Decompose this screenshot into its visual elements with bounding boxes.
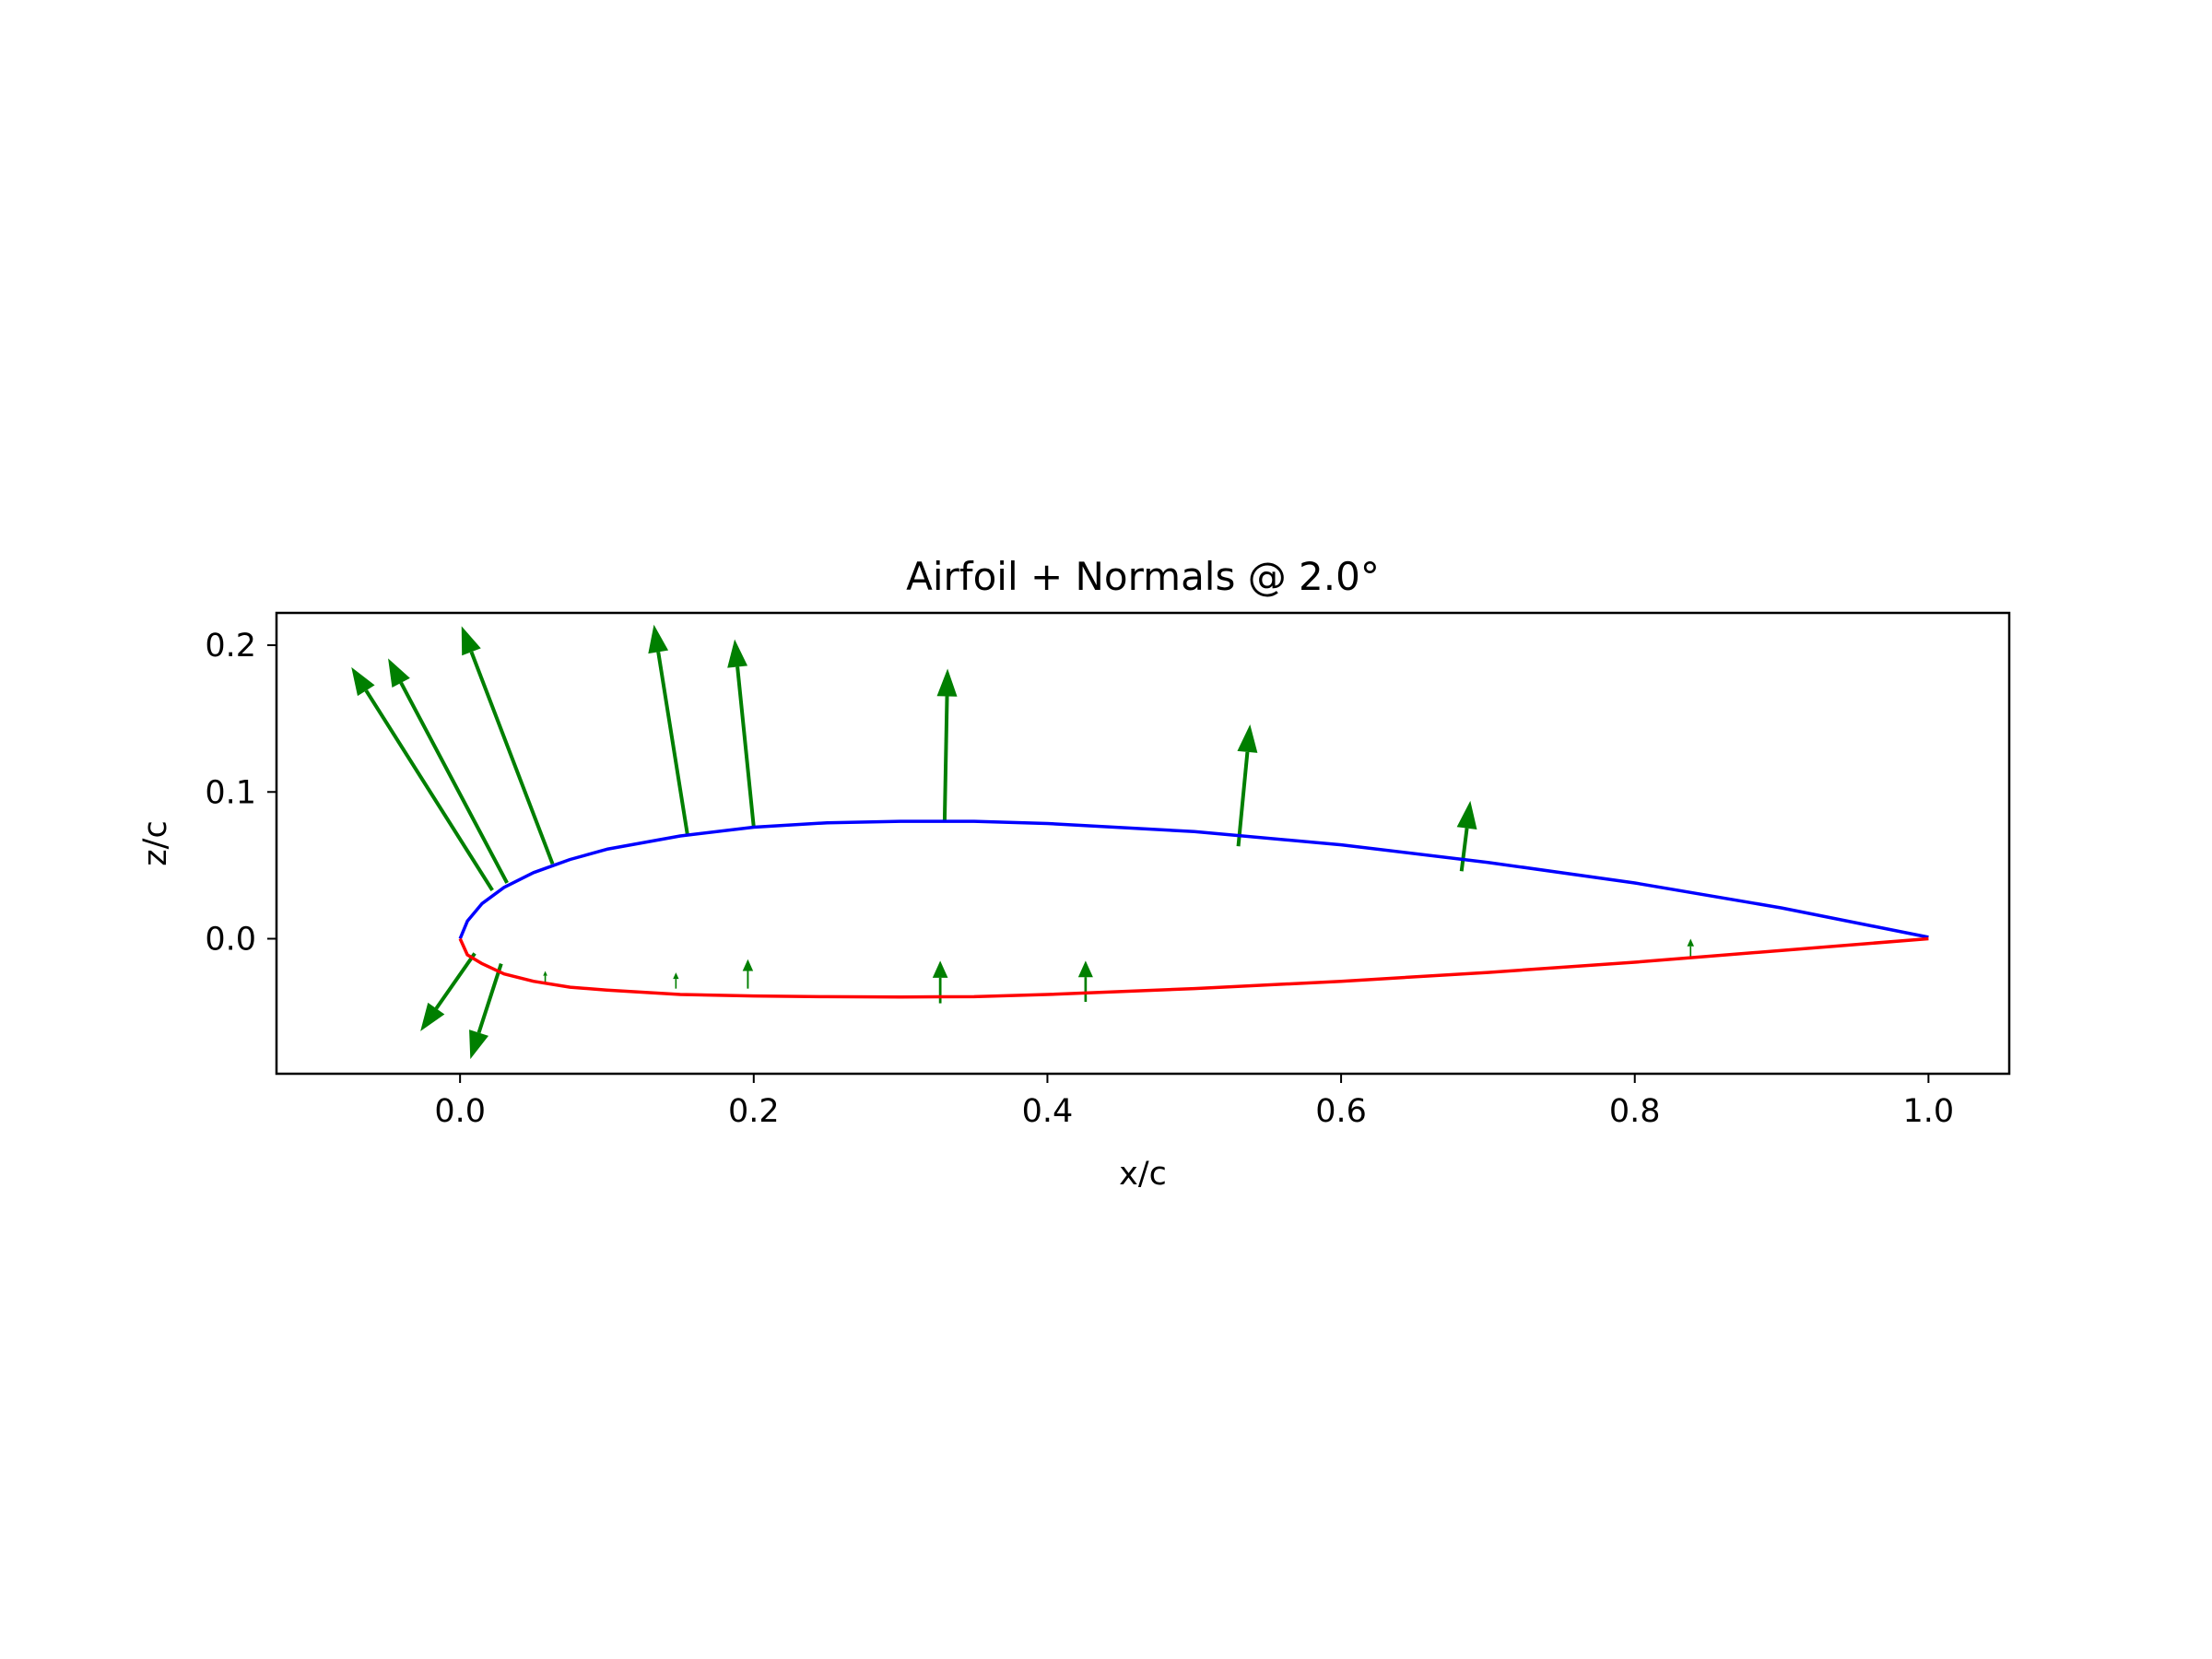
normal-arrow [1456, 800, 1477, 872]
plot-frame [275, 611, 2011, 1076]
x-tick-label: 0.6 [1315, 1093, 1367, 1130]
normal-arrow [742, 959, 754, 989]
normal-arrow-shaft [942, 696, 949, 822]
normal-arrow-head [1687, 938, 1694, 947]
normal-arrow [727, 639, 756, 828]
normal-arrow-shaft [477, 962, 503, 1034]
normal-arrow-head [673, 972, 679, 980]
y-tick-label: 0.0 [205, 922, 256, 959]
normal-arrow-head [469, 1030, 488, 1060]
chart-title: Airfoil + Normals @ 2.0° [906, 554, 1380, 599]
normal-arrow-head [742, 959, 754, 971]
normals-layer [351, 624, 1694, 1060]
normal-arrow-head [1237, 724, 1258, 753]
normal-arrow-head [420, 1002, 445, 1031]
x-tick-label: 0.2 [728, 1093, 780, 1130]
normal-arrow-head [727, 639, 748, 668]
upper-surface-line [458, 819, 1929, 940]
normal-arrow [648, 624, 690, 837]
normal-arrow [1077, 960, 1093, 1002]
normal-arrow-shaft [399, 681, 509, 884]
normal-arrow [351, 666, 494, 892]
normal-arrow-head [1077, 960, 1093, 978]
x-axis-label: x/c [1119, 1156, 1167, 1193]
normal-arrow-head [351, 666, 375, 697]
y-tick-label: 0.2 [205, 628, 256, 665]
y-axis-label: z/c [137, 820, 174, 865]
normal-arrow-head [932, 960, 948, 978]
x-axis-ticks: 0.0 0.2 0.4 0.6 0.8 1.0 [434, 1074, 1954, 1130]
x-tick-label: 0.4 [1022, 1093, 1074, 1130]
normal-arrow [1236, 724, 1258, 847]
x-tick-label: 0.0 [434, 1093, 486, 1130]
normal-arrow [543, 971, 547, 983]
x-tick-label: 0.8 [1609, 1093, 1661, 1130]
lower-surface-line [458, 936, 1929, 999]
normal-arrow [1687, 938, 1694, 959]
normal-arrow-shaft [1236, 751, 1250, 847]
normal-arrow [469, 962, 503, 1060]
normal-arrow [673, 972, 679, 989]
y-axis-ticks: 0.0 0.1 0.2 [205, 628, 276, 959]
normal-arrow-head [1456, 800, 1477, 830]
x-tick-label: 1.0 [1903, 1093, 1955, 1130]
normal-arrow-head [388, 658, 410, 688]
normal-arrow-head [936, 668, 958, 697]
normal-arrow [461, 626, 555, 865]
normal-arrow-shaft [656, 652, 690, 837]
normal-arrow-shaft [434, 952, 477, 1010]
normal-arrow-head [648, 624, 669, 654]
normal-arrow-head [461, 626, 481, 656]
normal-arrow [936, 668, 958, 822]
normal-arrow-shaft [469, 651, 555, 865]
normal-arrow-shaft [1459, 828, 1469, 872]
normal-arrow-shaft [735, 666, 756, 828]
normal-arrow [388, 658, 509, 884]
curves-layer [458, 819, 1929, 999]
normal-arrow-shaft [364, 689, 494, 892]
y-tick-label: 0.1 [205, 774, 256, 811]
normal-arrow-head [543, 971, 547, 976]
normal-arrow [932, 960, 948, 1004]
normal-arrow [420, 952, 477, 1031]
